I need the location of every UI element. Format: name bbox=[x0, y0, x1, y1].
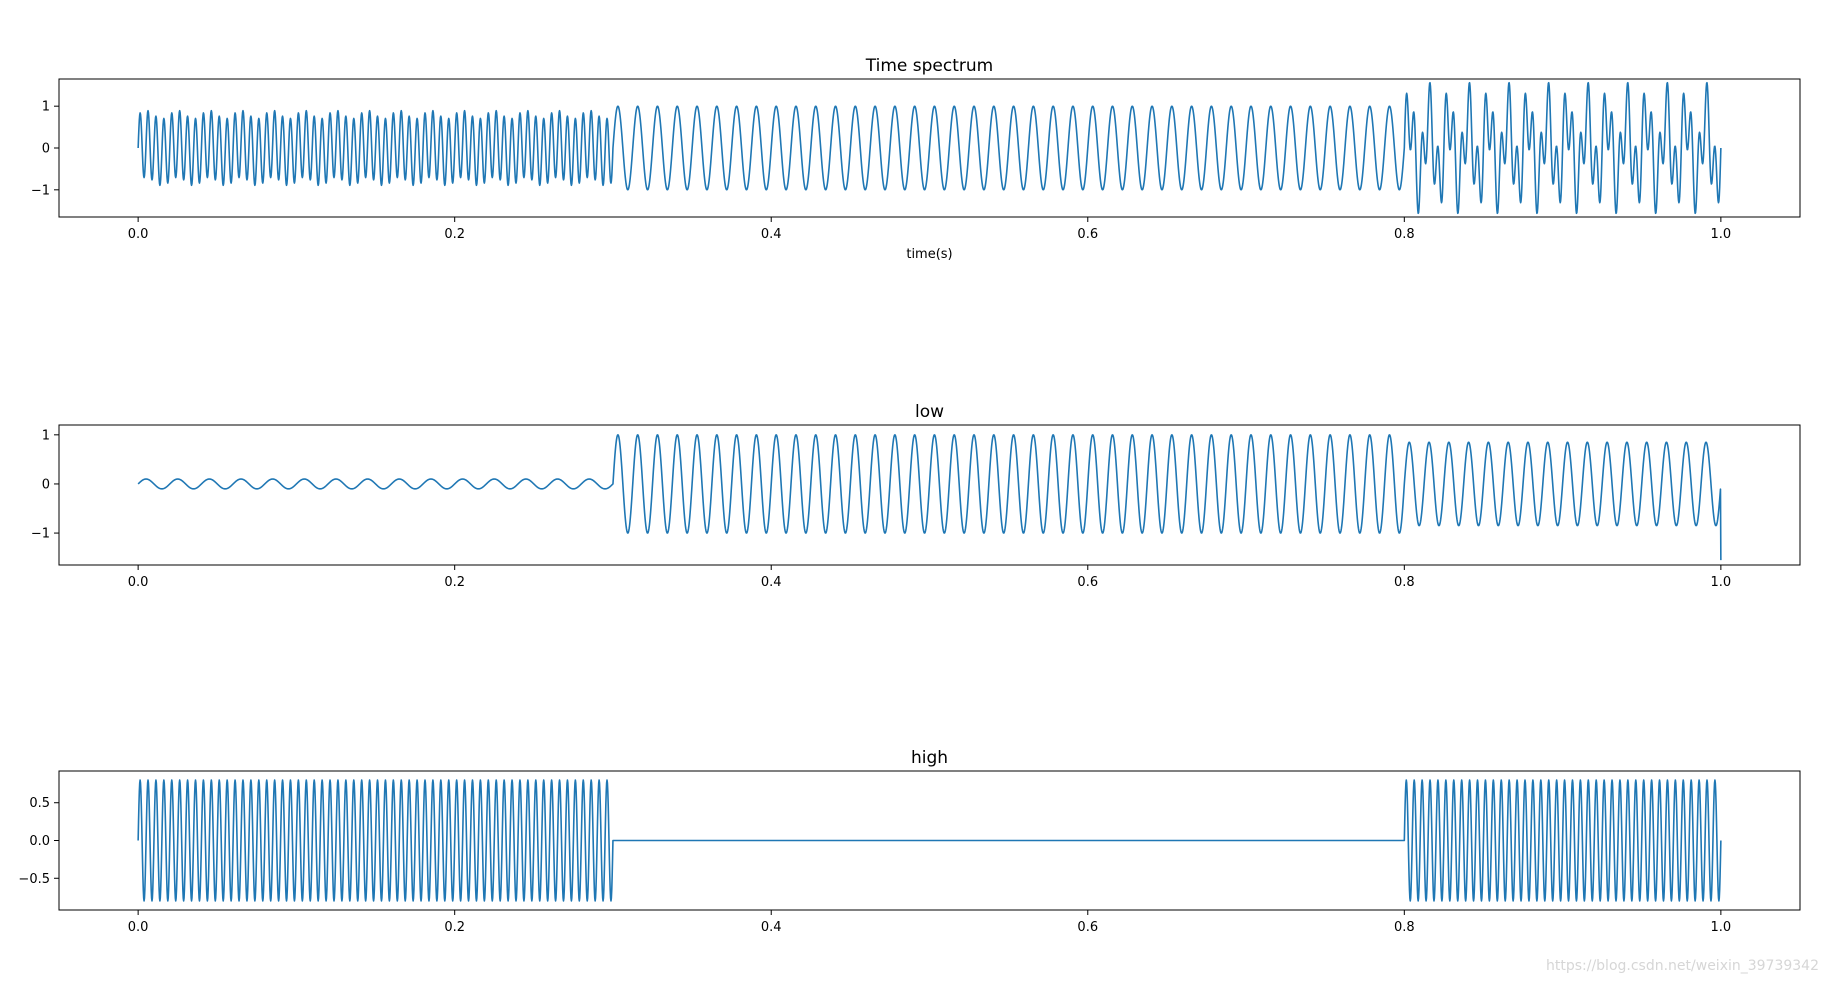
x-tick-label: 0.2 bbox=[444, 575, 465, 590]
x-tick-label: 0.6 bbox=[1077, 227, 1098, 242]
y-tick-label: 0 bbox=[42, 477, 50, 492]
x-tick-label: 0.4 bbox=[761, 575, 782, 590]
x-tick-label: 0.6 bbox=[1077, 575, 1098, 590]
x-tick-label: 0.6 bbox=[1077, 920, 1098, 935]
x-tick-label: 0.4 bbox=[761, 227, 782, 242]
y-tick-label: −1 bbox=[31, 527, 50, 542]
y-tick-label: −0.5 bbox=[18, 872, 50, 887]
x-tick-label: 1.0 bbox=[1711, 227, 1732, 242]
chart-title: Time spectrum bbox=[865, 56, 993, 76]
series-line bbox=[137, 779, 1722, 902]
x-tick-label: 0.0 bbox=[128, 920, 149, 935]
axes-frame bbox=[58, 424, 1801, 566]
chart-title: high bbox=[911, 748, 948, 768]
x-tick-label: 0.2 bbox=[444, 227, 465, 242]
x-tick-label: 0.2 bbox=[444, 920, 465, 935]
y-tick-label: 1 bbox=[42, 428, 50, 443]
y-tick-label: 0 bbox=[42, 142, 50, 157]
x-tick-label: 0.8 bbox=[1394, 575, 1415, 590]
y-tick-label: 0.5 bbox=[29, 796, 50, 811]
y-tick-label: 1 bbox=[42, 100, 50, 115]
x-tick-label: 0.0 bbox=[128, 227, 149, 242]
series-line bbox=[137, 434, 1722, 561]
x-axis-label: time(s) bbox=[906, 247, 952, 262]
chart-title: low bbox=[915, 402, 944, 422]
x-tick-label: 1.0 bbox=[1711, 575, 1732, 590]
x-tick-label: 0.8 bbox=[1394, 920, 1415, 935]
chart-2: 0.0 0.2 0.4 0.6 0.8 1.0 1 0 −1 low bbox=[31, 402, 1801, 590]
x-tick-label: 0.0 bbox=[128, 575, 149, 590]
y-tick-label: 0.0 bbox=[29, 834, 50, 849]
x-tick-label: 0.4 bbox=[761, 920, 782, 935]
chart-1: 0.0 0.2 0.4 0.6 0.8 1.0 1 0 −1 Time spectrum time(… bbox=[31, 56, 1801, 262]
watermark: https://blog.csdn.net/weixin_39739342 bbox=[1545, 958, 1819, 974]
y-tick-label: −1 bbox=[31, 183, 50, 198]
x-tick-label: 0.8 bbox=[1394, 227, 1415, 242]
series-line bbox=[137, 81, 1722, 215]
x-tick-label: 1.0 bbox=[1711, 920, 1732, 935]
chart-3: 0.0 0.2 0.4 0.6 0.8 1.0 0.5 0.0 −0.5 high bbox=[18, 748, 1801, 935]
